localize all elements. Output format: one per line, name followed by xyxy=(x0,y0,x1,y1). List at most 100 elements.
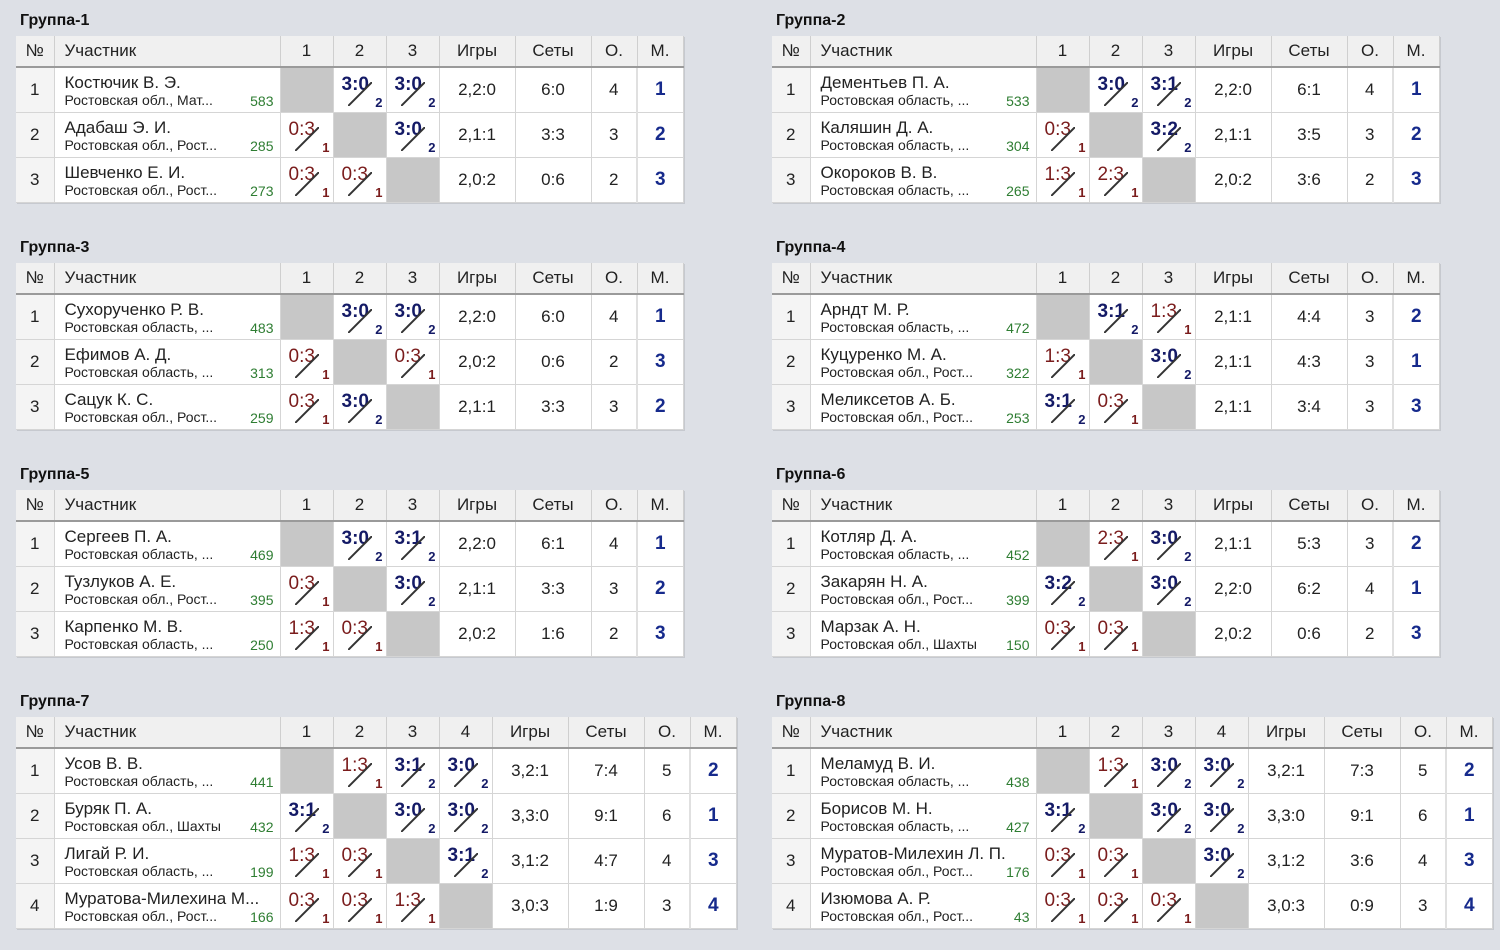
participant-name[interactable]: Адабаш Э. И. xyxy=(64,117,171,137)
match-result-cell[interactable]: 0:3 1 xyxy=(1036,112,1090,158)
match-result-cell[interactable]: 3:0 2 xyxy=(333,294,387,340)
participant-cell[interactable]: Куцуренко М. А. Ростовская обл., Рост... 3… xyxy=(810,339,1037,385)
participant-name[interactable]: Шевченко Е. И. xyxy=(64,162,186,182)
match-result-cell[interactable]: 3:0 2 xyxy=(1089,67,1143,113)
participant-cell[interactable]: Изюмова А. Р. Ростовская обл., Рост... 43 xyxy=(810,883,1037,929)
participant-cell[interactable]: Арндт М. Р. Ростовская область, ... 472 xyxy=(810,294,1037,340)
participant-cell[interactable]: Муратова-Милехина М... Ростовская обл., Р… xyxy=(54,883,281,929)
match-result-cell[interactable]: 0:3 1 xyxy=(280,883,334,929)
match-result-cell[interactable]: 1:3 1 xyxy=(1036,339,1090,385)
col-header-opponent[interactable]: 1 xyxy=(280,717,334,749)
match-result-cell[interactable]: 0:3 1 xyxy=(333,838,387,884)
participant-name[interactable]: Марзак А. Н. xyxy=(820,616,921,636)
participant-name[interactable]: Меликсетов А. Б. xyxy=(820,389,956,409)
match-result-cell[interactable]: 1:3 1 xyxy=(1089,748,1143,794)
col-header-sets[interactable]: Сеты xyxy=(568,717,645,749)
match-result-cell[interactable]: 3:2 2 xyxy=(1142,112,1196,158)
col-header-place[interactable]: М. xyxy=(1393,490,1440,522)
match-result-cell[interactable]: 3:0 2 xyxy=(1195,793,1249,839)
col-header-place[interactable]: М. xyxy=(637,36,684,68)
col-header-no[interactable]: № xyxy=(16,36,55,68)
match-result-cell[interactable]: 3:0 2 xyxy=(386,793,440,839)
col-header-opponent[interactable]: 4 xyxy=(439,717,493,749)
participant-name[interactable]: Лигай Р. И. xyxy=(64,843,150,863)
match-result-cell[interactable]: 3:0 2 xyxy=(386,67,440,113)
match-result-cell[interactable]: 0:3 1 xyxy=(1142,883,1196,929)
participant-cell[interactable]: Сацук К. С. Ростовская обл., Рост... 259 xyxy=(54,384,281,430)
participant-cell[interactable]: Буряк П. А. Ростовская обл., Шахты 432 xyxy=(54,793,281,839)
col-header-games[interactable]: Игры xyxy=(1248,717,1325,749)
col-header-opponent[interactable]: 1 xyxy=(1036,36,1090,68)
participant-cell[interactable]: Дементьев П. А. Ростовская область, ... 53… xyxy=(810,67,1037,113)
col-header-opponent[interactable]: 3 xyxy=(386,717,440,749)
col-header-opponent[interactable]: 4 xyxy=(1195,717,1249,749)
participant-name[interactable]: Арндт М. Р. xyxy=(820,299,910,319)
col-header-opponent[interactable]: 2 xyxy=(1089,263,1143,295)
participant-cell[interactable]: Адабаш Э. И. Ростовская обл., Рост... 285 xyxy=(54,112,281,158)
participant-name[interactable]: Тузлуков А. Е. xyxy=(64,571,177,591)
match-result-cell[interactable]: 3:1 2 xyxy=(280,793,334,839)
col-header-points[interactable]: О. xyxy=(1400,717,1447,749)
match-result-cell[interactable]: 3:0 2 xyxy=(1142,793,1196,839)
col-header-no[interactable]: № xyxy=(772,490,811,522)
participant-name[interactable]: Куцуренко М. А. xyxy=(820,344,947,364)
participant-cell[interactable]: Лигай Р. И. Ростовская область, ... 199 xyxy=(54,838,281,884)
col-header-games[interactable]: Игры xyxy=(439,490,516,522)
col-header-opponent[interactable]: 1 xyxy=(280,36,334,68)
match-result-cell[interactable]: 3:2 2 xyxy=(1036,566,1090,612)
col-header-opponent[interactable]: 3 xyxy=(1142,717,1196,749)
match-result-cell[interactable]: 0:3 1 xyxy=(1089,611,1143,657)
match-result-cell[interactable]: 3:0 2 xyxy=(333,521,387,567)
col-header-sets[interactable]: Сеты xyxy=(515,36,592,68)
col-header-no[interactable]: № xyxy=(16,263,55,295)
col-header-points[interactable]: О. xyxy=(1347,36,1394,68)
match-result-cell[interactable]: 3:0 2 xyxy=(333,384,387,430)
col-header-sets[interactable]: Сеты xyxy=(515,263,592,295)
col-header-games[interactable]: Игры xyxy=(439,36,516,68)
participant-cell[interactable]: Закарян Н. А. Ростовская обл., Рост... 399 xyxy=(810,566,1037,612)
col-header-place[interactable]: М. xyxy=(1393,36,1440,68)
col-header-opponent[interactable]: 3 xyxy=(1142,263,1196,295)
participant-name[interactable]: Карпенко М. В. xyxy=(64,616,183,636)
col-header-points[interactable]: О. xyxy=(1347,263,1394,295)
col-header-opponent[interactable]: 3 xyxy=(1142,36,1196,68)
col-header-participant[interactable]: Участник xyxy=(810,490,1037,522)
col-header-place[interactable]: М. xyxy=(637,263,684,295)
col-header-points[interactable]: О. xyxy=(644,717,691,749)
match-result-cell[interactable]: 1:3 1 xyxy=(386,883,440,929)
match-result-cell[interactable]: 1:3 1 xyxy=(1036,157,1090,203)
match-result-cell[interactable]: 3:0 2 xyxy=(1142,566,1196,612)
col-header-place[interactable]: М. xyxy=(690,717,737,749)
col-header-opponent[interactable]: 3 xyxy=(386,490,440,522)
participant-name[interactable]: Меламуд В. И. xyxy=(820,753,936,773)
col-header-no[interactable]: № xyxy=(16,717,55,749)
participant-cell[interactable]: Костючик В. Э. Ростовская обл., Мат... 583 xyxy=(54,67,281,113)
match-result-cell[interactable]: 3:0 2 xyxy=(439,793,493,839)
col-header-games[interactable]: Игры xyxy=(492,717,569,749)
match-result-cell[interactable]: 0:3 1 xyxy=(1036,838,1090,884)
match-result-cell[interactable]: 0:3 1 xyxy=(1089,838,1143,884)
participant-cell[interactable]: Марзак А. Н. Ростовская обл., Шахты 150 xyxy=(810,611,1037,657)
participant-cell[interactable]: Усов В. В. Ростовская область, ... 441 xyxy=(54,748,281,794)
match-result-cell[interactable]: 0:3 1 xyxy=(280,566,334,612)
match-result-cell[interactable]: 0:3 1 xyxy=(386,339,440,385)
match-result-cell[interactable]: 0:3 1 xyxy=(1036,883,1090,929)
participant-cell[interactable]: Котляр Д. А. Ростовская область, ... 452 xyxy=(810,521,1037,567)
col-header-opponent[interactable]: 1 xyxy=(280,490,334,522)
col-header-opponent[interactable]: 3 xyxy=(1142,490,1196,522)
col-header-no[interactable]: № xyxy=(772,263,811,295)
match-result-cell[interactable]: 3:0 2 xyxy=(1142,521,1196,567)
col-header-opponent[interactable]: 2 xyxy=(1089,36,1143,68)
participant-name[interactable]: Буряк П. А. xyxy=(64,798,152,818)
col-header-no[interactable]: № xyxy=(772,36,811,68)
col-header-opponent[interactable]: 2 xyxy=(333,263,387,295)
col-header-points[interactable]: О. xyxy=(591,263,638,295)
col-header-place[interactable]: М. xyxy=(1393,263,1440,295)
participant-name[interactable]: Сухорученко Р. В. xyxy=(64,299,204,319)
participant-name[interactable]: Изюмова А. Р. xyxy=(820,888,931,908)
match-result-cell[interactable]: 3:0 2 xyxy=(439,748,493,794)
match-result-cell[interactable]: 3:0 2 xyxy=(1195,838,1249,884)
col-header-games[interactable]: Игры xyxy=(1195,36,1272,68)
match-result-cell[interactable]: 3:0 2 xyxy=(386,294,440,340)
participant-name[interactable]: Ефимов А. Д. xyxy=(64,344,172,364)
